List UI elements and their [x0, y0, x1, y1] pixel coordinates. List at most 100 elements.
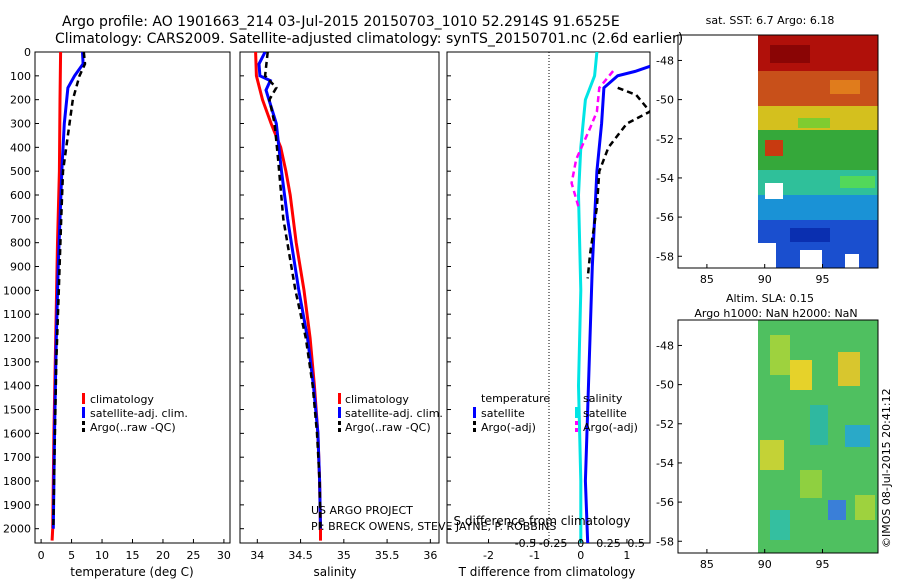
x-tick-label: 10 [95, 549, 109, 562]
sst-heatmap [758, 35, 878, 268]
map-y-tick-label: -56 [656, 211, 674, 224]
map-y-tick-label: -54 [656, 172, 674, 185]
temperature-lines [50, 52, 87, 541]
series-satellite-adj-clim- [257, 52, 322, 529]
legend-swatch-s-argo-b [575, 428, 578, 432]
sla-heatmap [758, 320, 878, 553]
sla-patch-e [760, 440, 784, 470]
sst-patch-d [798, 118, 830, 128]
map-x-tick-label: 95 [816, 273, 830, 286]
legend-swatch-climatology [82, 393, 85, 404]
map-y-tick-label: -50 [656, 379, 674, 392]
sla-patch-j [855, 495, 875, 520]
depth-tick-label: 700 [10, 213, 31, 226]
x-tick-label: 30 [217, 549, 231, 562]
sla-map-ticks: 85 90 95 -48 -50 -52 -54 -56 -58 [656, 339, 829, 571]
project-annotation: US ARGO PROJECT [311, 504, 413, 517]
map-y-tick-label: -58 [656, 250, 674, 263]
legend-swatch-argo [82, 421, 85, 425]
sst-patch-f [790, 228, 830, 242]
legend-label-argo: Argo(..raw -QC) [345, 421, 431, 434]
sst-patch-c [765, 140, 783, 156]
sst-missing-b [758, 243, 776, 268]
temperature-legend: climatology satellite-adj. clim. Argo(..… [82, 393, 188, 434]
title-line-2: Climatology: CARS2009. Satellite-adjuste… [55, 31, 683, 47]
series-s-argo-adj- [570, 70, 615, 208]
series-s-satellite [576, 52, 599, 543]
salinity-x-axis: 34 34.5 35 35.5 36 [250, 539, 437, 562]
legend-swatch-t-satellite [473, 407, 476, 418]
x-tick-label: 25 [186, 549, 200, 562]
salinity-axes [239, 51, 440, 544]
depth-tick-label: 600 [10, 189, 31, 202]
map-y-tick-label: -48 [656, 54, 674, 67]
x-tick-label: 35.5 [375, 549, 400, 562]
pi-annotation: PI: BRECK OWENS, STEVE JAYNE, P. ROBBINS [311, 520, 556, 533]
sla-patch-a [770, 335, 790, 375]
depth-tick-label: 0 [24, 46, 31, 59]
x-tick-label: 36 [423, 549, 437, 562]
sst-patch-b [830, 80, 860, 94]
depth-tick-label: 800 [10, 237, 31, 250]
salinity-legend: climatology satellite-adj. clim. Argo(..… [338, 393, 443, 434]
depth-tick-label: 1200 [3, 332, 31, 345]
x-tick-label: 15 [126, 549, 140, 562]
map-y-tick-label: -52 [656, 418, 674, 431]
depth-tick-label: 400 [10, 141, 31, 154]
x-tick-label: 0 [577, 549, 584, 562]
legend-swatch-satellite-adj [82, 407, 85, 418]
legend-label-s-satellite: satellite [583, 407, 627, 420]
depth-tick-label: 200 [10, 94, 31, 107]
depth-tick-label: 1600 [3, 427, 31, 440]
map-y-tick-label: -54 [656, 457, 674, 470]
depth-tick-label: 500 [10, 165, 31, 178]
sst-band-6 [758, 195, 878, 220]
x-tick-label: 34 [250, 549, 264, 562]
depth-tick-label: 1400 [3, 380, 31, 393]
x-tick-label: -2 [483, 549, 494, 562]
legend-label-climatology: climatology [90, 393, 154, 406]
legend-swatch-s-argo [575, 421, 578, 425]
sla-patch-f [845, 425, 870, 447]
legend-swatch-argo [338, 421, 341, 425]
x-tick-label: 5 [68, 549, 75, 562]
x-tick-label: 0 [38, 549, 45, 562]
imos-credit: ©IMOS 08-Jul-2015 20:41:12 [880, 388, 893, 548]
legend-swatch-s-satellite [575, 407, 578, 418]
depth-tick-label: 1000 [3, 284, 31, 297]
x-tick-label: 34.5 [288, 549, 313, 562]
salinity-lines [254, 52, 322, 541]
series-argo-raw-qc- [263, 52, 322, 529]
map-y-tick-label: -56 [656, 496, 674, 509]
temperature-x-axis: 0 5 10 15 20 25 30 [38, 539, 231, 562]
depth-tick-label: 1700 [3, 451, 31, 464]
map-y-tick-label: -48 [656, 339, 674, 352]
sst-map-ticks: 85 90 95 -48 -50 -52 -54 -56 -58 [656, 54, 829, 286]
series-t-satellite [583, 64, 650, 543]
legend-swatch-argo-b [338, 428, 341, 432]
series-t-argo-adj- [586, 86, 650, 279]
sla-patch-h [828, 500, 846, 520]
s-tick-label: 0 [577, 537, 584, 550]
depth-tick-label: 1900 [3, 499, 31, 512]
s-tick-label: 0.5 [627, 537, 645, 550]
difference-x-axis: -2 -1 0 1 -0.5 -0.25 0 0.25 0.5 [483, 537, 645, 562]
depth-tick-label: 900 [10, 261, 31, 274]
map-y-tick-label: -50 [656, 94, 674, 107]
legend-swatch-t-argo [473, 421, 476, 425]
sst-patch-a [770, 45, 810, 63]
legend-swatch-climatology [338, 393, 341, 404]
series-argo-raw-qc- [52, 52, 87, 529]
map-x-tick-label: 85 [700, 558, 714, 571]
s-tick-label: -0.25 [539, 537, 567, 550]
map-x-tick-label: 85 [700, 273, 714, 286]
x-tick-label: 1 [623, 549, 630, 562]
depth-axis: 0 100 200 300 400 500 600 700 800 900 1000 1100 1200… [3, 46, 451, 536]
difference-xlabel: T difference from climatology [458, 565, 636, 579]
title-line-1: Argo profile: AO 1901663_214 03-Jul-2015… [62, 14, 620, 30]
legend-label-satellite-adj: satellite-adj. clim. [345, 407, 443, 420]
map-x-tick-label: 90 [758, 558, 772, 571]
depth-tick-label: 300 [10, 118, 31, 131]
x-tick-label: 20 [156, 549, 170, 562]
